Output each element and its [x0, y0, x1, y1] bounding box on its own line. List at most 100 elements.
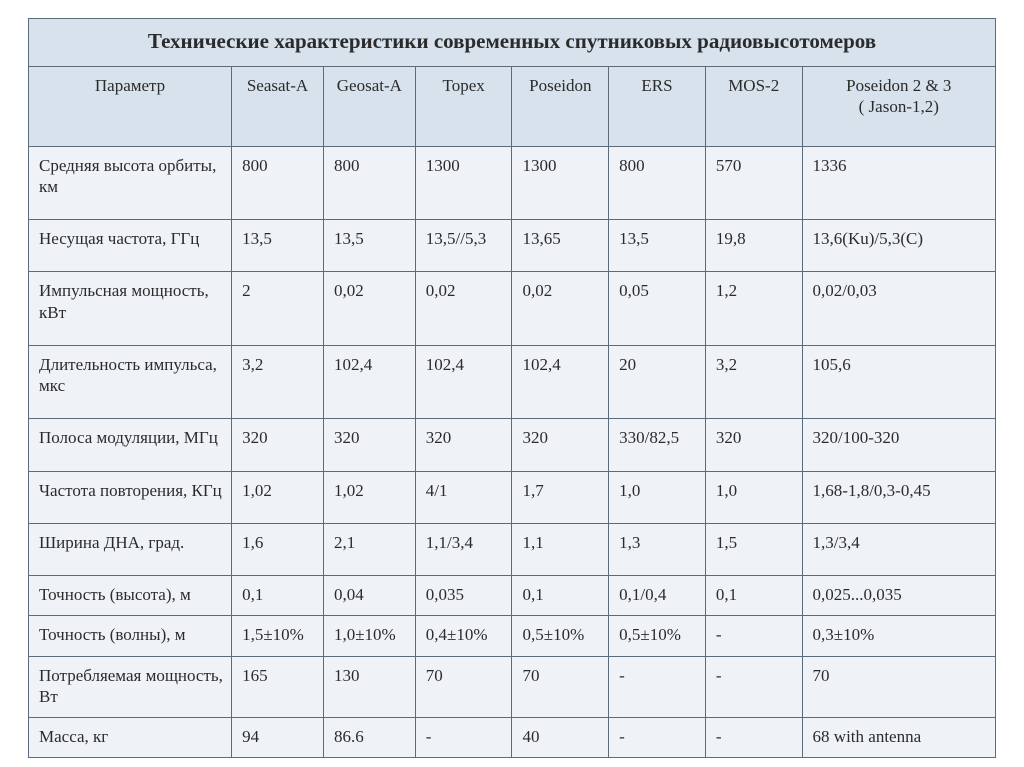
table-row: Несущая частота, ГГц13,513,513,5//5,313,…: [29, 220, 996, 272]
value-cell: 1,7: [512, 471, 609, 523]
value-cell: 13,6(Ku)/5,3(C): [802, 220, 995, 272]
col-header-5: ERS: [609, 67, 706, 147]
value-cell: 320: [415, 419, 512, 471]
value-cell: 20: [609, 345, 706, 419]
col-header-7: Poseidon 2 & 3( Jason-1,2): [802, 67, 995, 147]
value-cell: 320: [512, 419, 609, 471]
value-cell: 0,02: [415, 272, 512, 346]
value-cell: 1,0: [609, 471, 706, 523]
value-cell: 102,4: [415, 345, 512, 419]
value-cell: -: [609, 718, 706, 758]
value-cell: 1,68-1,8/0,3-0,45: [802, 471, 995, 523]
value-cell: -: [705, 616, 802, 656]
value-cell: 0,1: [512, 576, 609, 616]
value-cell: 13,5//5,3: [415, 220, 512, 272]
table-title: Технические характеристики современных с…: [29, 19, 996, 67]
value-cell: 0,02/0,03: [802, 272, 995, 346]
table-row: Средняя высота орбиты, км800800130013008…: [29, 146, 996, 220]
value-cell: -: [705, 718, 802, 758]
col-header-4: Poseidon: [512, 67, 609, 147]
value-cell: 1,02: [323, 471, 415, 523]
value-cell: 800: [232, 146, 324, 220]
value-cell: 1,1/3,4: [415, 523, 512, 575]
value-cell: 1,3/3,4: [802, 523, 995, 575]
value-cell: 1,0: [705, 471, 802, 523]
value-cell: 1,5±10%: [232, 616, 324, 656]
value-cell: 800: [609, 146, 706, 220]
page: Технические характеристики современных с…: [0, 0, 1024, 767]
value-cell: 0,3±10%: [802, 616, 995, 656]
col-header-2: Geosat-A: [323, 67, 415, 147]
value-cell: 70: [512, 656, 609, 718]
col-header-1: Seasat-A: [232, 67, 324, 147]
spec-table: Технические характеристики современных с…: [28, 18, 996, 758]
value-cell: 40: [512, 718, 609, 758]
value-cell: 1336: [802, 146, 995, 220]
param-cell: Средняя высота орбиты, км: [29, 146, 232, 220]
col-header-3: Topex: [415, 67, 512, 147]
value-cell: 86.6: [323, 718, 415, 758]
value-cell: 102,4: [323, 345, 415, 419]
value-cell: 1300: [512, 146, 609, 220]
table-row: Ширина ДНА, град.1,62,11,1/3,41,11,31,51…: [29, 523, 996, 575]
param-cell: Ширина ДНА, град.: [29, 523, 232, 575]
param-cell: Частота повторения, КГц: [29, 471, 232, 523]
value-cell: 0,04: [323, 576, 415, 616]
value-cell: 1,2: [705, 272, 802, 346]
value-cell: 320/100-320: [802, 419, 995, 471]
value-cell: 320: [705, 419, 802, 471]
value-cell: 0,5±10%: [609, 616, 706, 656]
table-row: Масса, кг9486.6-40--68 with antenna: [29, 718, 996, 758]
col-header-param: Параметр: [29, 67, 232, 147]
param-cell: Точность (высота), м: [29, 576, 232, 616]
value-cell: 0,1/0,4: [609, 576, 706, 616]
value-cell: 330/82,5: [609, 419, 706, 471]
value-cell: 130: [323, 656, 415, 718]
value-cell: 13,5: [323, 220, 415, 272]
value-cell: 1,02: [232, 471, 324, 523]
param-cell: Точность (волны), м: [29, 616, 232, 656]
table-row: Импульсная мощность, кВт20,020,020,020,0…: [29, 272, 996, 346]
value-cell: 1,1: [512, 523, 609, 575]
value-cell: 1300: [415, 146, 512, 220]
value-cell: -: [705, 656, 802, 718]
table-row: Потребляемая мощность, Вт1651307070--70: [29, 656, 996, 718]
value-cell: 1,3: [609, 523, 706, 575]
param-cell: Масса, кг: [29, 718, 232, 758]
value-cell: 1,6: [232, 523, 324, 575]
value-cell: 0,025...0,035: [802, 576, 995, 616]
value-cell: 19,8: [705, 220, 802, 272]
table-row: Длительность импульса, мкс 3,2 102,4 102,…: [29, 345, 996, 419]
value-cell: 2,1: [323, 523, 415, 575]
param-cell: Длительность импульса, мкс: [29, 345, 232, 419]
value-cell: 570: [705, 146, 802, 220]
value-cell: 165: [232, 656, 324, 718]
value-cell: 13,65: [512, 220, 609, 272]
param-cell: Потребляемая мощность, Вт: [29, 656, 232, 718]
param-cell: Импульсная мощность, кВт: [29, 272, 232, 346]
table-row: Точность (высота), м0,10,040,0350,10,1/0…: [29, 576, 996, 616]
value-cell: 70: [415, 656, 512, 718]
value-cell: 105,6: [802, 345, 995, 419]
title-row: Технические характеристики современных с…: [29, 19, 996, 67]
value-cell: 68 with antenna: [802, 718, 995, 758]
table-row: Частота повторения, КГц1,021,024/11,71,0…: [29, 471, 996, 523]
value-cell: 2: [232, 272, 324, 346]
table-head: Технические характеристики современных с…: [29, 19, 996, 147]
header-row: Параметр Seasat-A Geosat-A Topex Poseido…: [29, 67, 996, 147]
table-row: Полоса модуляции, МГц320320320320330/82,…: [29, 419, 996, 471]
value-cell: 13,5: [232, 220, 324, 272]
value-cell: 0,02: [512, 272, 609, 346]
value-cell: 94: [232, 718, 324, 758]
value-cell: 0,1: [232, 576, 324, 616]
col-header-6: MOS-2: [705, 67, 802, 147]
value-cell: 0,02: [323, 272, 415, 346]
value-cell: 1,0±10%: [323, 616, 415, 656]
value-cell: 0,5±10%: [512, 616, 609, 656]
value-cell: 13,5: [609, 220, 706, 272]
value-cell: 102,4: [512, 345, 609, 419]
value-cell: 0,035: [415, 576, 512, 616]
value-cell: 3,2: [705, 345, 802, 419]
value-cell: 0,1: [705, 576, 802, 616]
value-cell: 800: [323, 146, 415, 220]
